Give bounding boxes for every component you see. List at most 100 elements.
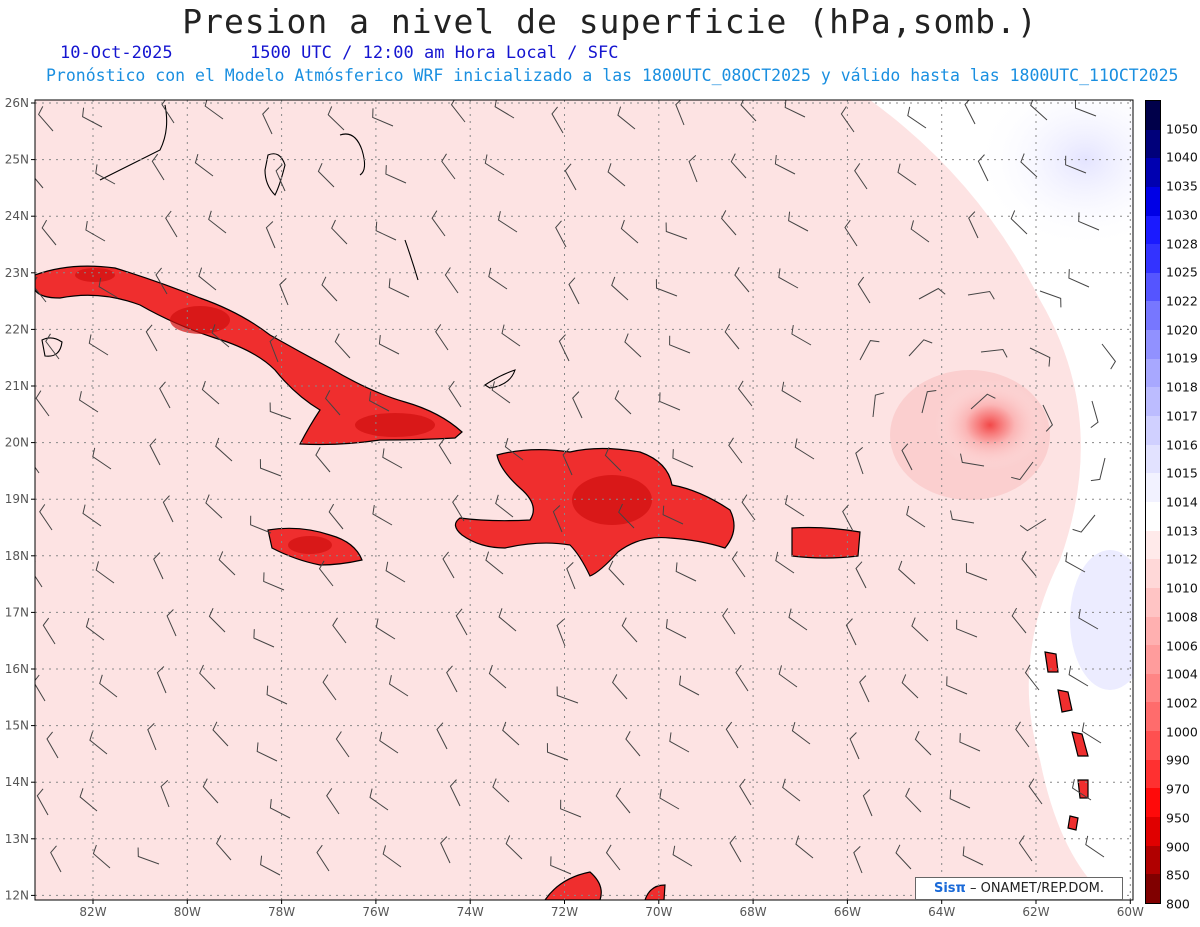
wind-barb (504, 437, 524, 461)
wind-barb (853, 846, 863, 874)
wind-barb (568, 277, 580, 305)
wind-barb (78, 391, 99, 413)
map-title: Presion a nivel de superficie (hPa,somb.… (182, 2, 1038, 41)
wind-barb (369, 391, 390, 412)
wind-barb (85, 221, 106, 242)
legend-swatch-970 (1146, 759, 1160, 789)
wind-barb (85, 617, 105, 641)
wind-barb (675, 562, 697, 582)
credit-brand: Sisπ (933, 881, 966, 896)
wind-barb (159, 381, 171, 409)
wind-barb (327, 106, 345, 131)
wind-barb (215, 835, 232, 861)
wind-barb (205, 494, 223, 519)
wind-barb (326, 788, 340, 815)
wind-barb (1021, 551, 1037, 577)
legend-swatch-990 (1146, 731, 1160, 760)
legend-swatch-1030 (1146, 186, 1160, 216)
wind-barb (322, 674, 337, 701)
wind-barb (665, 619, 687, 639)
wind-barb (784, 100, 806, 118)
credit-org: – ONAMET/REP.DOM. (969, 881, 1104, 896)
wind-barb (1010, 210, 1028, 235)
legend-label-1040: 1040 (1166, 149, 1198, 165)
wind-barb (35, 177, 44, 189)
legend-label-990: 990 (1166, 752, 1190, 768)
legend-swatch-1028 (1146, 215, 1160, 245)
wind-barb (614, 390, 632, 415)
aruba-curacao (644, 884, 666, 900)
wind-barb (946, 676, 968, 695)
andros-island (264, 153, 286, 196)
wind-barb (441, 153, 456, 180)
wind-barb (198, 267, 217, 291)
wind-barb (604, 446, 622, 472)
low-pressure-system (935, 380, 1045, 470)
wind-barb (1085, 835, 1105, 858)
wind-barb (253, 629, 275, 648)
wind-barb (562, 448, 573, 476)
wind-barb (491, 381, 511, 404)
wind-barb (431, 210, 446, 237)
wind-barb (88, 334, 109, 356)
wind-barb (250, 515, 272, 534)
legend-label-950: 950 (1166, 810, 1190, 826)
wind-barb (452, 494, 465, 522)
legend-label-1013: 1013 (1166, 523, 1198, 539)
legend-swatch-1000 (1146, 702, 1160, 732)
lat-label-16N: 16N (5, 662, 29, 676)
legend-swatch-1006 (1146, 616, 1160, 646)
wind-barb (662, 505, 684, 525)
wind-barb (82, 504, 102, 527)
wind-barb (897, 163, 917, 186)
wind-barb (202, 778, 219, 804)
wind-barb (1020, 153, 1038, 178)
wind-barb (211, 324, 230, 348)
wind-barb (436, 722, 448, 750)
wind-barb (950, 510, 975, 524)
lat-axis: 26N 25N 24N 23N 22N 21N 20N 19N 18N 17N 16N 15N 14N 1… (5, 96, 35, 902)
wind-barb (149, 438, 161, 466)
wind-barb (859, 340, 880, 361)
wind-barb (324, 390, 341, 416)
wind-barb (269, 335, 279, 363)
wind-barb (898, 560, 916, 585)
legend-swatch-1010 (1146, 559, 1160, 588)
wind-barb (156, 666, 167, 694)
wind-barb (162, 495, 174, 523)
wind-barb (1029, 347, 1051, 367)
wind-barb (1072, 514, 1096, 533)
wind-barb (92, 447, 112, 470)
wind-barb (556, 619, 566, 647)
wind-barb (46, 731, 59, 759)
wind-barb (488, 267, 508, 290)
wind-barb (438, 437, 452, 465)
wind-barbs (35, 100, 1117, 876)
wind-barb (854, 163, 868, 190)
wind-barb (1042, 404, 1053, 432)
lat-label-22N: 22N (5, 322, 29, 336)
lon-label-64W: 64W (928, 905, 955, 919)
wind-barb (1030, 100, 1048, 121)
wind-barb (617, 106, 636, 130)
lon-label-70W: 70W (645, 905, 672, 919)
legend-swatch-1004 (1146, 645, 1160, 674)
wind-barb (720, 210, 737, 236)
legend-label-1010: 1010 (1166, 580, 1198, 596)
wind-barb (737, 380, 753, 407)
wind-barb (42, 617, 56, 645)
hotspot-cuba-1 (170, 306, 230, 334)
wind-barb (39, 504, 53, 531)
wind-barb (372, 505, 393, 526)
puerto-rico-land (791, 526, 861, 559)
wind-barb (497, 211, 518, 233)
wind-barb (147, 723, 157, 751)
inagua (483, 369, 516, 389)
wind-barb (1065, 552, 1086, 573)
wind-barb (448, 380, 462, 408)
wind-barb (166, 609, 177, 637)
wind-barb (980, 348, 1008, 358)
wind-barb (607, 163, 626, 187)
wind-barb (334, 333, 351, 359)
